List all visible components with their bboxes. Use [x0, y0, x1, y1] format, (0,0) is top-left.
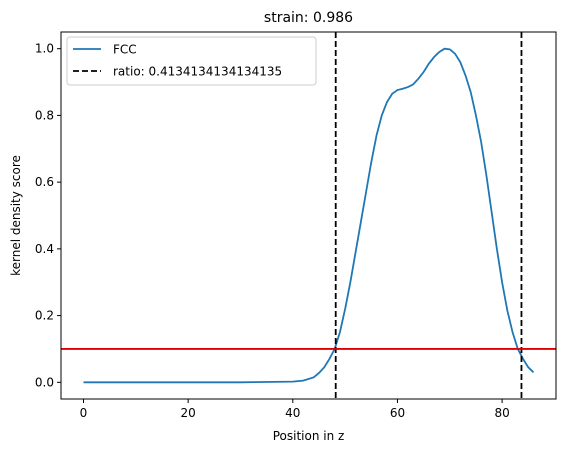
legend-box	[66, 36, 317, 86]
x-axis-label: Position in z	[273, 429, 345, 443]
x-tick-label: 80	[494, 406, 509, 420]
series-fcc-line	[83, 47, 535, 384]
legend-ratio-label: ratio: 0.4134134134134135	[113, 65, 282, 79]
y-tick-label: 1.0	[35, 42, 54, 56]
y-axis: 0.0 0.2 0.4 0.6 0.8 1.0	[35, 42, 61, 389]
y-tick-label: 0.6	[35, 175, 54, 189]
x-axis: 0 20 40 60 80	[80, 399, 510, 420]
y-tick-label: 0.0	[35, 375, 54, 389]
legend-fcc-label: FCC	[113, 43, 137, 57]
x-tick-label: 60	[390, 406, 405, 420]
chart-title: strain: 0.986	[264, 10, 353, 26]
y-axis-label: kernel density score	[9, 155, 23, 276]
x-tick-label: 20	[181, 406, 196, 420]
x-tick-label: 40	[285, 406, 300, 420]
plot-area	[61, 32, 556, 399]
y-tick-label: 0.2	[35, 309, 54, 323]
legend: FCC ratio: 0.4134134134134135	[66, 36, 317, 86]
y-tick-label: 0.8	[35, 108, 54, 122]
x-tick-label: 0	[80, 406, 88, 420]
axes-frame	[60, 31, 557, 400]
y-tick-label: 0.4	[35, 242, 54, 256]
